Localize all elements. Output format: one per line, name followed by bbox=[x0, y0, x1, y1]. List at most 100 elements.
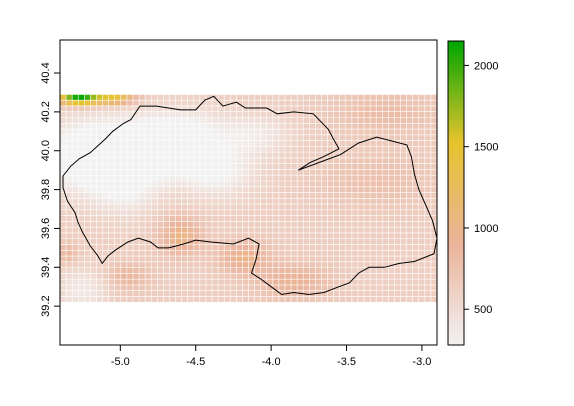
raster-cell bbox=[345, 256, 352, 262]
raster-cell bbox=[327, 290, 334, 297]
legend-swatch bbox=[448, 43, 464, 47]
raster-cell bbox=[224, 267, 231, 274]
raster-cell bbox=[151, 279, 158, 285]
raster-cell bbox=[102, 204, 109, 210]
x-tick-label: -5.0 bbox=[111, 356, 130, 368]
raster-cell bbox=[345, 163, 352, 170]
raster-cell bbox=[169, 204, 176, 210]
raster-cell bbox=[321, 94, 328, 101]
raster-cell bbox=[357, 209, 365, 216]
raster-cell bbox=[218, 186, 225, 193]
raster-cell bbox=[132, 232, 140, 239]
legend-swatch bbox=[448, 73, 464, 77]
raster-cell bbox=[291, 100, 298, 106]
raster-cell bbox=[406, 296, 413, 303]
raster-cell bbox=[120, 100, 127, 106]
raster-cell bbox=[394, 94, 401, 101]
raster-cell bbox=[315, 273, 322, 280]
raster-cell bbox=[345, 215, 352, 222]
raster-cell bbox=[284, 267, 292, 274]
raster-cell bbox=[90, 175, 97, 181]
raster-cell bbox=[376, 209, 383, 216]
raster-cell bbox=[364, 256, 371, 262]
raster-cell bbox=[406, 175, 413, 181]
raster-cell bbox=[424, 215, 431, 222]
raster-cell bbox=[84, 105, 91, 112]
raster-cell bbox=[205, 192, 213, 199]
raster-cell bbox=[424, 134, 431, 141]
raster-cell bbox=[315, 123, 322, 130]
raster-cell bbox=[120, 204, 127, 210]
raster-cell bbox=[90, 232, 97, 239]
raster-cell bbox=[96, 175, 103, 181]
raster-cell bbox=[199, 175, 206, 181]
raster-cell bbox=[351, 204, 358, 210]
raster-cell bbox=[72, 284, 79, 291]
raster-cell bbox=[120, 152, 127, 158]
raster-cell bbox=[376, 140, 383, 147]
raster-cell bbox=[284, 146, 292, 153]
raster-cell bbox=[169, 175, 176, 181]
raster-cell bbox=[406, 146, 413, 153]
raster-cell bbox=[157, 215, 164, 222]
raster-cell bbox=[327, 186, 334, 193]
legend-swatch bbox=[448, 233, 464, 237]
raster-cell bbox=[60, 227, 67, 233]
raster-cell bbox=[388, 140, 395, 147]
raster-cell bbox=[90, 94, 97, 101]
raster-cell bbox=[400, 105, 407, 112]
raster-cell bbox=[236, 209, 243, 216]
raster-cell bbox=[266, 111, 273, 118]
raster-cell bbox=[327, 100, 334, 106]
raster-cell bbox=[175, 198, 182, 205]
raster-cell bbox=[205, 129, 213, 135]
legend-swatch bbox=[448, 312, 464, 315]
raster-cell bbox=[254, 204, 261, 210]
raster-cell bbox=[187, 256, 194, 262]
raster-cell bbox=[351, 279, 358, 285]
legend-swatch bbox=[448, 289, 464, 293]
raster-cell bbox=[230, 129, 237, 135]
raster-cell bbox=[430, 209, 437, 216]
raster-cell bbox=[212, 232, 219, 239]
raster-cell bbox=[175, 227, 182, 233]
raster-cell bbox=[321, 204, 328, 210]
legend-swatch bbox=[448, 317, 464, 321]
legend-swatch bbox=[448, 76, 464, 80]
raster-cell bbox=[242, 157, 249, 164]
raster-cell bbox=[278, 111, 285, 118]
raster-cell bbox=[406, 123, 413, 130]
raster-cell bbox=[108, 100, 115, 106]
raster-cell bbox=[388, 100, 395, 106]
raster-cell bbox=[315, 267, 322, 274]
raster-cell bbox=[297, 105, 304, 112]
raster-cell bbox=[193, 163, 200, 170]
raster-cell bbox=[236, 181, 243, 187]
raster-cell bbox=[145, 152, 152, 158]
raster-cell bbox=[370, 163, 377, 170]
raster-cell bbox=[291, 244, 298, 251]
raster-cell bbox=[187, 186, 194, 193]
raster-cell bbox=[315, 186, 322, 193]
raster-cell bbox=[72, 198, 79, 205]
raster-cell bbox=[60, 256, 67, 262]
raster-cell bbox=[327, 198, 334, 205]
raster-cell bbox=[357, 117, 365, 124]
raster-cell bbox=[90, 256, 97, 262]
legend-swatch bbox=[448, 68, 464, 72]
raster-cell bbox=[382, 273, 389, 280]
raster-cell bbox=[272, 198, 279, 205]
raster-cell bbox=[412, 215, 419, 222]
raster-cell bbox=[66, 261, 73, 268]
raster-cell bbox=[126, 111, 133, 118]
raster-cell bbox=[126, 181, 133, 187]
raster-cell bbox=[364, 175, 371, 181]
raster-cell bbox=[199, 94, 206, 101]
raster-cell bbox=[309, 238, 316, 245]
legend-swatch bbox=[448, 127, 464, 131]
raster-cell bbox=[278, 105, 285, 112]
raster-cell bbox=[126, 209, 133, 216]
raster-cell bbox=[242, 232, 249, 239]
raster-cell bbox=[412, 227, 419, 233]
raster-cell bbox=[90, 284, 97, 291]
